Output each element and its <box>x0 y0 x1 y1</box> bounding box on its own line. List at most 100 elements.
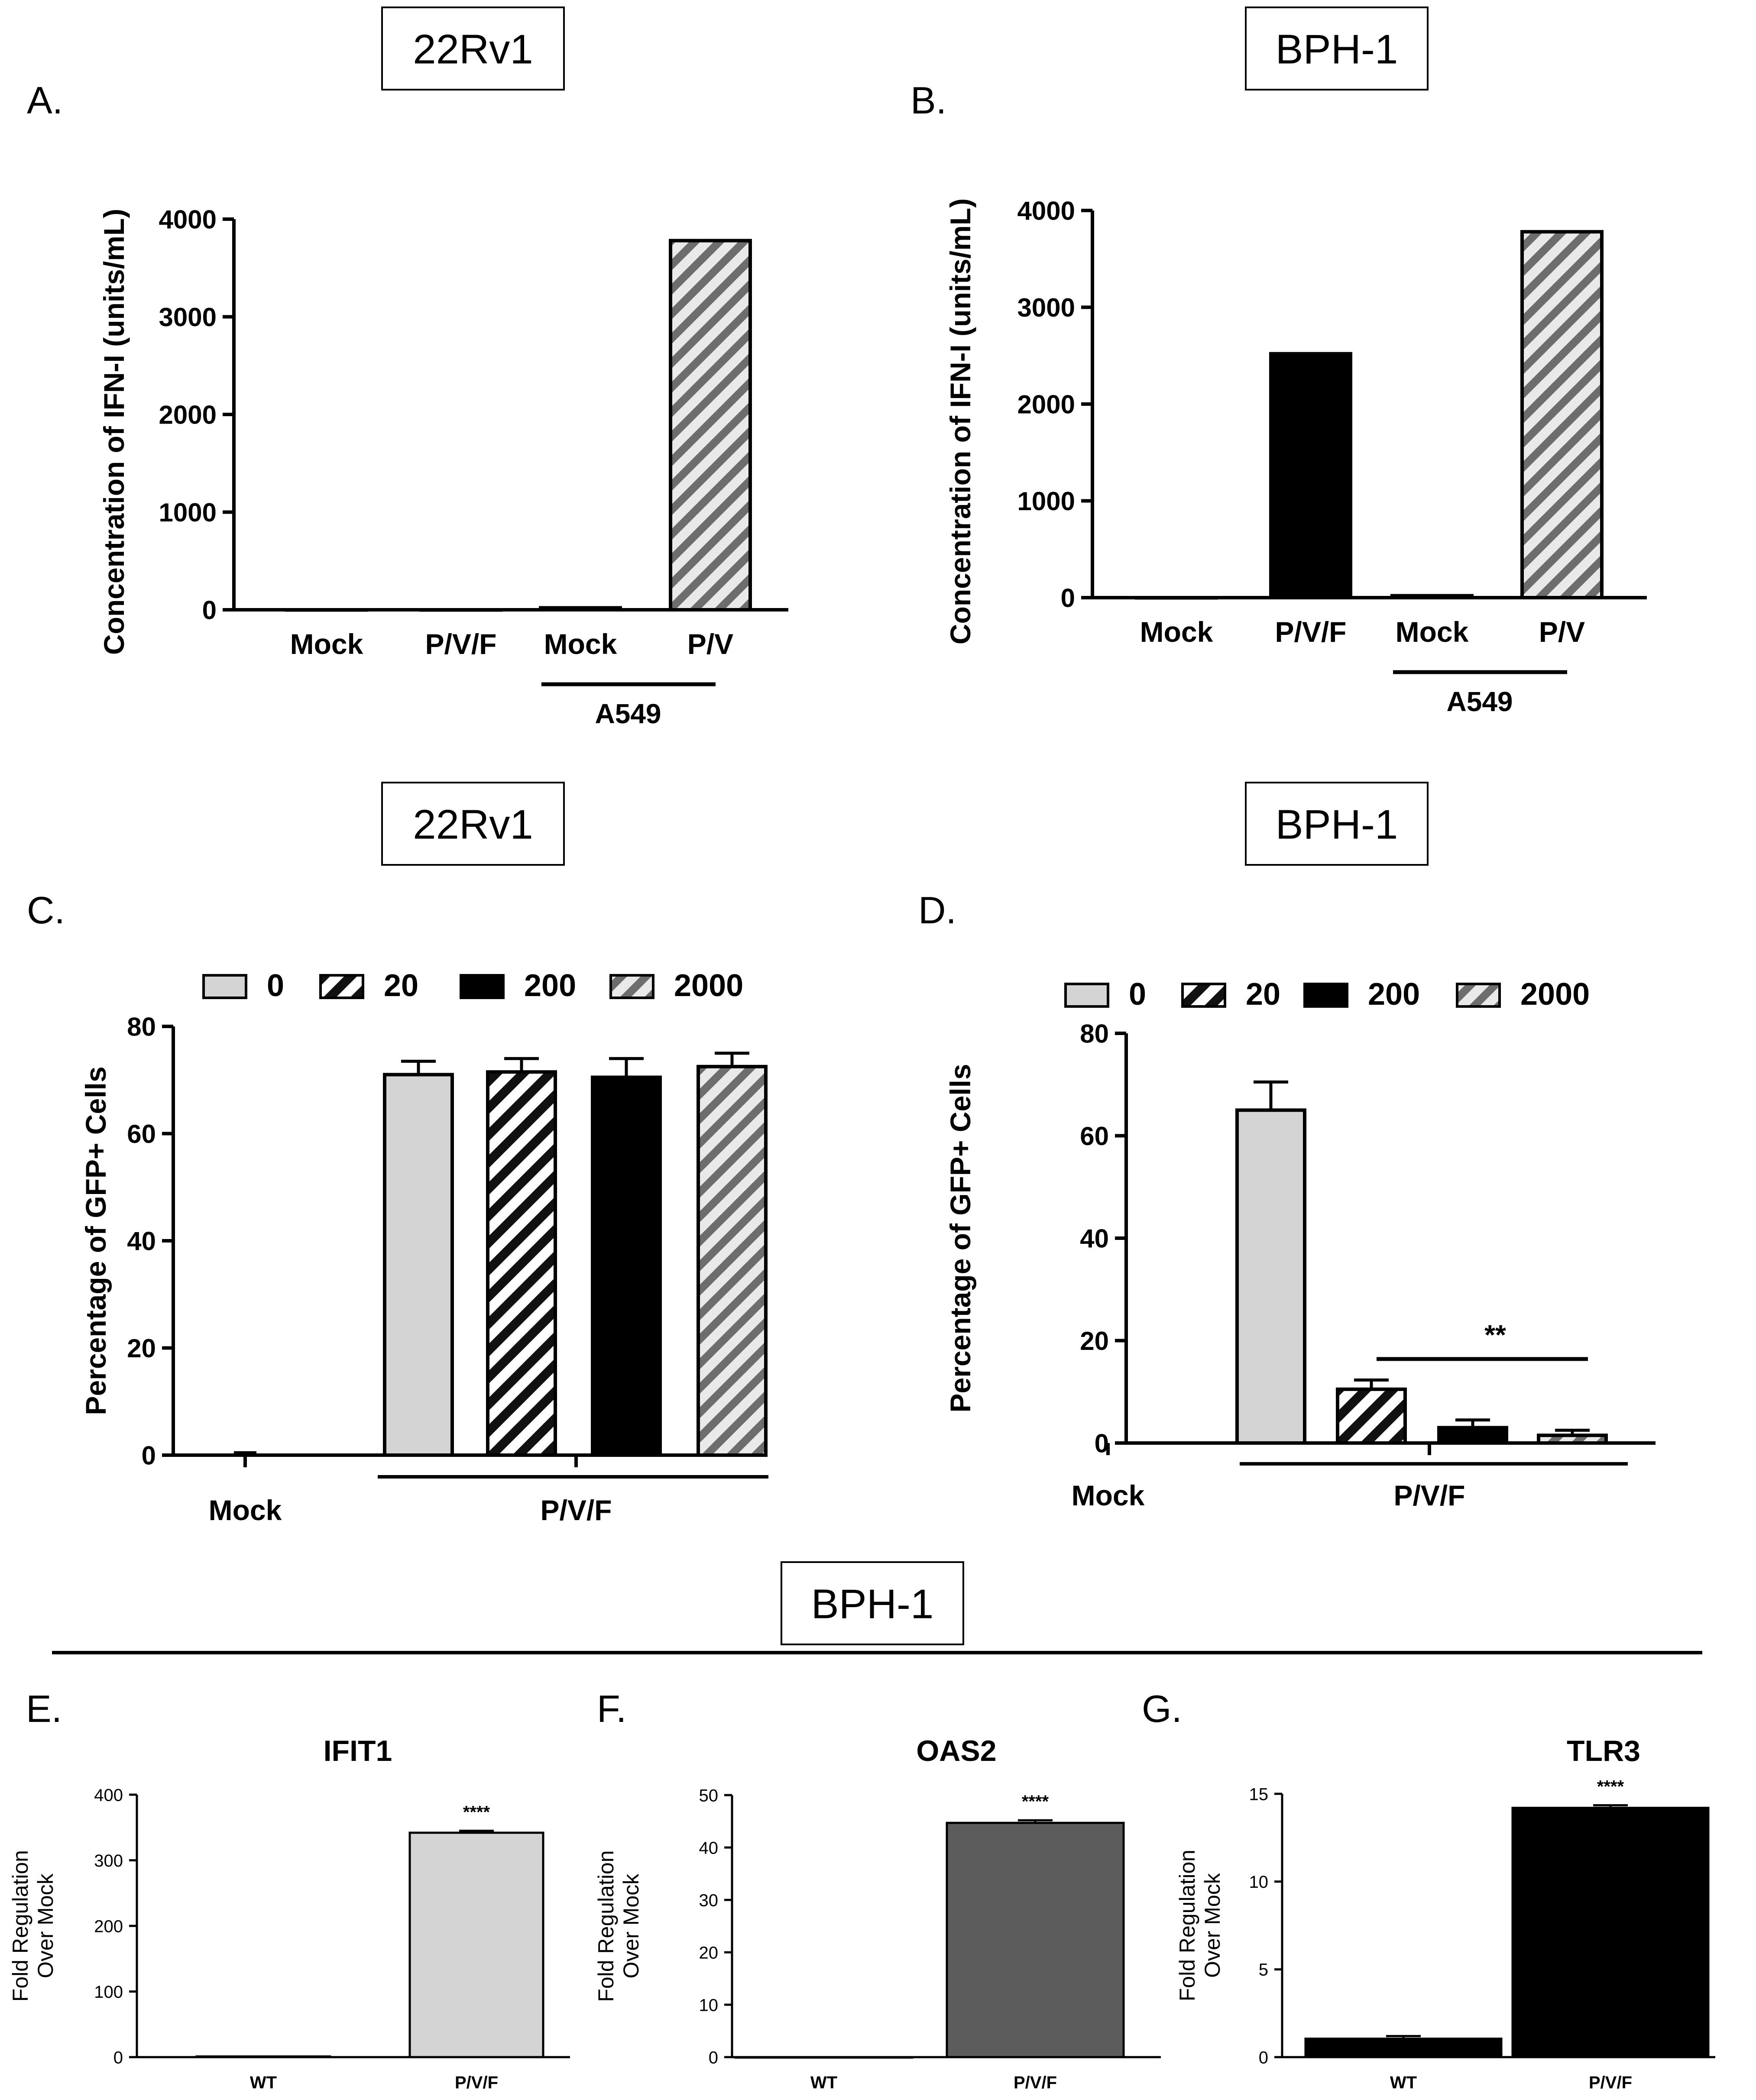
panel-B-y-tick-label: 0 <box>1061 584 1075 613</box>
panel-C-cell-line-label-box <box>381 782 565 866</box>
panel-C-y-tick-label: 20 <box>127 1334 156 1363</box>
panel-G-y-tick-label: 10 <box>1249 1873 1269 1892</box>
panel-B-y-tick-label: 1000 <box>1017 487 1075 516</box>
panel-A-y-tick-label: 1000 <box>159 498 217 527</box>
panel-C-legend-swatch <box>202 974 247 999</box>
panel-C-letter: C. <box>27 889 65 932</box>
panel-F-y-tick-label: 40 <box>699 1838 719 1857</box>
panel-A-cell-line-label-box <box>381 6 565 91</box>
panel-E-y-tick-label: 300 <box>94 1851 123 1870</box>
panel-C-y-axis-title: Percentage of GFP+ Cells <box>80 1066 112 1415</box>
panel-C-bar <box>591 1075 662 1457</box>
panel-C-y-tick-label: 80 <box>127 1013 156 1042</box>
panel-F-x-tick-label: WT <box>810 2073 837 2092</box>
panel-D-bar <box>1537 1433 1608 1445</box>
panel-B-bar <box>1520 230 1604 599</box>
panel-D-bar <box>1437 1426 1508 1445</box>
panel-E-title: IFIT1 <box>324 1734 392 1767</box>
panel-B-y-axis-title: Concentration of IFN-I (units/mL) <box>944 198 976 644</box>
panel-E-letter: E. <box>26 1687 62 1730</box>
panel-C-legend-label: 0 <box>267 968 284 1003</box>
panel-F-x-tick-label: P/V/F <box>1014 2073 1057 2092</box>
panel-A-group-label: A549 <box>595 698 661 729</box>
panel-D-x-tick-label: P/V/F <box>1393 1479 1465 1511</box>
panel-G-title: TLR3 <box>1567 1734 1640 1767</box>
panel-D-significance-label: ** <box>1484 1319 1506 1350</box>
panel-D-y-tick-label: 40 <box>1080 1224 1109 1253</box>
panel-E-y-tick-label: 400 <box>94 1786 123 1805</box>
panel-F-significance-label: **** <box>1022 1792 1049 1811</box>
panel-F-y-axis-title-line1: Fold Regulation <box>594 1850 618 2002</box>
panel-B-y-tick-label: 3000 <box>1017 293 1075 322</box>
panel-D-y-tick-label: 80 <box>1080 1019 1109 1048</box>
panel-C-cell-line-label: 22Rv1 <box>413 802 533 848</box>
panel-D-y-tick-label: 60 <box>1080 1122 1109 1151</box>
panel-B-x-tick-label: P/V <box>1539 616 1585 648</box>
section-cell-line-label-box <box>781 1561 964 1645</box>
panel-B-y-tick-label: 2000 <box>1017 390 1075 419</box>
panel-A-letter: A. <box>27 79 63 122</box>
panel-D-x-tick-label: Mock <box>1072 1479 1145 1511</box>
panel-C-legend-swatch <box>319 974 364 999</box>
panel-D-cell-line-label: BPH-1 <box>1276 802 1398 848</box>
panel-A-bar <box>539 606 622 612</box>
section-cell-line-label: BPH-1 <box>811 1581 934 1628</box>
panel-B-letter: B. <box>910 79 946 122</box>
panel-D-legend-label: 200 <box>1368 977 1420 1012</box>
panel-B-bar <box>1269 352 1352 599</box>
panel-A-x-tick-label: Mock <box>290 628 363 660</box>
panel-D-legend-swatch <box>1064 983 1109 1008</box>
panel-D-legend-label: 0 <box>1129 977 1146 1012</box>
panel-A-bar <box>669 239 752 612</box>
panel-F-y-tick-label: 0 <box>709 2048 718 2067</box>
panel-G-letter: G. <box>1142 1687 1182 1730</box>
panel-B-x-tick-label: Mock <box>1396 616 1469 648</box>
panel-D-y-axis-title: Percentage of GFP+ Cells <box>944 1064 976 1412</box>
panel-C-y-tick-label: 60 <box>127 1120 156 1149</box>
panel-C-bar <box>697 1065 768 1457</box>
panel-D-legend-label: 2000 <box>1520 977 1590 1012</box>
panel-B-cell-line-label: BPH-1 <box>1276 26 1398 73</box>
panel-D-y-tick-label: 20 <box>1080 1327 1109 1356</box>
panel-C-legend-label: 2000 <box>674 968 743 1003</box>
panel-C-y-tick-label: 40 <box>127 1227 156 1256</box>
panel-G-x-tick-label: P/V/F <box>1589 2073 1632 2092</box>
panel-D-legend-swatch <box>1456 983 1501 1008</box>
panel-B-cell-line-label-box <box>1245 6 1429 91</box>
panel-G-y-axis-title-line1: Fold Regulation <box>1175 1850 1199 2001</box>
panel-F-y-tick-label: 30 <box>699 1891 719 1910</box>
panel-A-y-axis-title: Concentration of IFN-I (units/mL) <box>98 209 130 655</box>
panel-A-cell-line-label: 22Rv1 <box>413 26 533 73</box>
panel-D-bar <box>1336 1387 1407 1445</box>
panel-F-y-tick-label: 20 <box>699 1943 719 1962</box>
panel-A-y-tick-label: 4000 <box>159 205 217 234</box>
panel-C-legend-label: 20 <box>384 968 418 1003</box>
panel-B-x-tick-label: Mock <box>1140 616 1213 648</box>
panel-A-y-tick-label: 2000 <box>159 401 217 430</box>
panel-B-group-label: A549 <box>1447 686 1513 717</box>
panel-G-bar <box>1304 2037 1503 2058</box>
panel-F-y-tick-label: 10 <box>699 1996 719 2015</box>
panel-A-x-tick-label: P/V/F <box>425 628 496 660</box>
panel-G-y-tick-label: 0 <box>1259 2048 1268 2067</box>
panel-E-bar <box>195 2055 331 2058</box>
panel-E-bar <box>408 1831 544 2058</box>
panel-F-title: OAS2 <box>916 1734 996 1767</box>
panel-D-cell-line-label-box <box>1245 782 1429 866</box>
panel-A-y-tick-label: 0 <box>202 596 217 625</box>
panel-C-legend-swatch <box>609 974 654 999</box>
panel-C-bar <box>383 1073 454 1457</box>
panel-B-y-tick-label: 4000 <box>1017 197 1075 226</box>
panel-C-y-tick-label: 0 <box>142 1441 156 1470</box>
panel-F-y-axis-title-line2: Over Mock <box>619 1873 643 1979</box>
panel-D-legend-swatch <box>1181 983 1226 1008</box>
panel-A-y-tick-label: 3000 <box>159 303 217 332</box>
panel-G-y-axis-title-line2: Over Mock <box>1200 1873 1225 1978</box>
panel-F-bar <box>734 2056 914 2059</box>
panel-E-x-tick-label: WT <box>250 2073 277 2092</box>
panel-E-y-axis-title-line1: Fold Regulation <box>8 1850 32 2002</box>
panel-G-bar <box>1511 1806 1710 2058</box>
panel-C-legend-label: 200 <box>524 968 576 1003</box>
panel-E-y-tick-label: 0 <box>113 2048 123 2067</box>
